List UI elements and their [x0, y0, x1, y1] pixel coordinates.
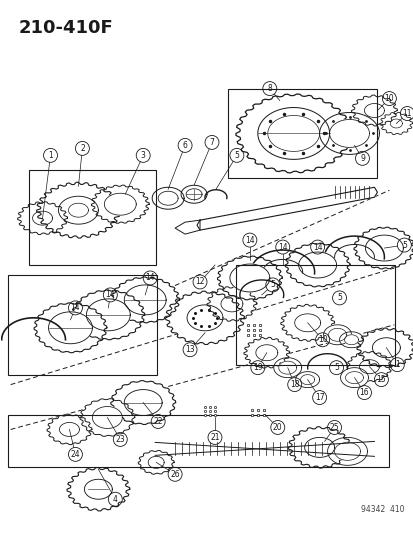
Text: 14: 14 [277, 243, 287, 252]
Polygon shape [295, 372, 319, 387]
Text: 20: 20 [272, 423, 282, 432]
Text: 24: 24 [71, 450, 80, 459]
Polygon shape [353, 227, 413, 269]
Polygon shape [124, 285, 166, 315]
Polygon shape [229, 264, 269, 292]
Text: 5: 5 [401, 240, 406, 249]
Polygon shape [243, 337, 289, 368]
Polygon shape [91, 185, 149, 223]
Polygon shape [319, 112, 378, 155]
Polygon shape [285, 243, 349, 287]
Polygon shape [206, 287, 256, 321]
Polygon shape [80, 399, 134, 437]
Text: 4: 4 [113, 495, 117, 504]
Polygon shape [180, 185, 206, 203]
Polygon shape [235, 94, 351, 173]
Polygon shape [346, 352, 391, 382]
Text: 210-410F: 210-410F [19, 19, 113, 37]
Polygon shape [36, 182, 120, 238]
Polygon shape [329, 119, 368, 148]
Text: 10: 10 [317, 335, 327, 344]
Text: 9: 9 [359, 154, 364, 163]
Polygon shape [92, 407, 122, 429]
Polygon shape [47, 414, 92, 445]
Polygon shape [18, 202, 67, 235]
Polygon shape [138, 450, 174, 474]
Polygon shape [328, 328, 346, 341]
Polygon shape [217, 256, 282, 300]
Text: 5: 5 [234, 151, 239, 160]
Text: 5: 5 [270, 280, 275, 289]
Polygon shape [287, 427, 350, 468]
Polygon shape [344, 335, 358, 345]
Text: 17: 17 [314, 393, 324, 402]
Text: 13: 13 [185, 345, 195, 354]
Polygon shape [323, 325, 351, 345]
Polygon shape [345, 372, 363, 384]
Polygon shape [175, 220, 199, 234]
Text: 8: 8 [267, 84, 271, 93]
Text: 14: 14 [312, 243, 322, 252]
Polygon shape [152, 187, 184, 209]
Polygon shape [124, 390, 162, 416]
Polygon shape [86, 299, 130, 331]
Polygon shape [351, 95, 396, 126]
Text: 14: 14 [71, 303, 80, 312]
Polygon shape [67, 467, 129, 511]
Polygon shape [197, 187, 377, 230]
Text: 19: 19 [252, 363, 262, 372]
Text: 10: 10 [384, 94, 393, 103]
Polygon shape [273, 358, 301, 377]
Polygon shape [48, 312, 92, 344]
Text: 26: 26 [170, 470, 180, 479]
Polygon shape [300, 375, 314, 385]
Text: 5: 5 [333, 363, 338, 372]
Polygon shape [158, 191, 178, 205]
Polygon shape [185, 189, 202, 200]
Polygon shape [34, 303, 107, 353]
Polygon shape [334, 442, 360, 461]
Text: 94342  410: 94342 410 [360, 505, 404, 514]
Polygon shape [104, 193, 136, 215]
Polygon shape [365, 235, 402, 261]
Text: 21: 21 [210, 433, 219, 442]
Polygon shape [280, 304, 334, 341]
Polygon shape [340, 368, 368, 387]
Text: 6: 6 [182, 141, 187, 150]
Polygon shape [111, 381, 175, 424]
Text: 1: 1 [48, 151, 53, 160]
Text: 22: 22 [153, 417, 163, 426]
Text: 15: 15 [376, 375, 385, 384]
Text: 12: 12 [195, 278, 204, 286]
Polygon shape [356, 328, 413, 367]
Text: 25: 25 [329, 423, 339, 432]
Polygon shape [339, 332, 363, 348]
Text: 5: 5 [336, 293, 341, 302]
Polygon shape [111, 277, 179, 323]
Polygon shape [379, 112, 412, 135]
Polygon shape [165, 291, 244, 344]
Text: 2: 2 [80, 144, 85, 153]
Text: 11: 11 [401, 109, 411, 118]
Text: 23: 23 [115, 435, 125, 444]
Polygon shape [72, 290, 145, 340]
Text: 3: 3 [140, 151, 145, 160]
Text: 7: 7 [209, 138, 214, 147]
Text: 14: 14 [145, 273, 154, 282]
Text: 18: 18 [289, 380, 299, 389]
Polygon shape [257, 108, 329, 159]
Polygon shape [298, 252, 336, 278]
Polygon shape [278, 361, 296, 374]
Polygon shape [327, 438, 367, 465]
Text: 16: 16 [359, 388, 368, 397]
Text: 1: 1 [394, 360, 399, 369]
Text: 14: 14 [105, 290, 115, 300]
Text: 14: 14 [244, 236, 254, 245]
